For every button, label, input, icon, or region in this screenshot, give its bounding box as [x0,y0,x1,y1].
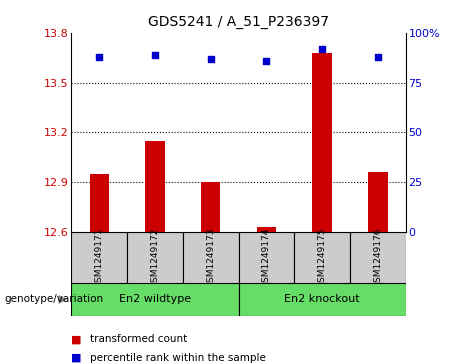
Bar [294,232,350,283]
Point [374,54,382,60]
Text: GSM1249171: GSM1249171 [95,228,104,288]
Text: GSM1249176: GSM1249176 [373,228,382,288]
Bar [71,283,239,316]
Bar [238,283,406,316]
Bar [238,232,294,283]
Bar [201,182,220,232]
Point [95,54,103,60]
Text: GSM1249175: GSM1249175 [318,228,327,288]
Point [263,58,270,64]
Bar [183,232,238,283]
Text: genotype/variation: genotype/variation [5,294,104,305]
Bar [89,174,109,232]
Text: En2 wildtype: En2 wildtype [119,294,191,305]
Text: GSM1249172: GSM1249172 [150,228,160,288]
Title: GDS5241 / A_51_P236397: GDS5241 / A_51_P236397 [148,15,329,29]
Text: ■: ■ [71,334,82,344]
Bar [145,141,165,232]
Text: percentile rank within the sample: percentile rank within the sample [90,352,266,363]
Text: transformed count: transformed count [90,334,187,344]
Bar [71,232,127,283]
Text: ■: ■ [71,352,82,363]
Text: GSM1249173: GSM1249173 [206,228,215,288]
Point [151,52,159,58]
Bar [350,232,406,283]
Bar [257,227,276,232]
Point [319,46,326,52]
Bar [368,172,388,232]
Text: En2 knockout: En2 knockout [284,294,360,305]
Point [207,56,214,61]
Bar [127,232,183,283]
Text: GSM1249174: GSM1249174 [262,228,271,288]
Bar [313,53,332,232]
